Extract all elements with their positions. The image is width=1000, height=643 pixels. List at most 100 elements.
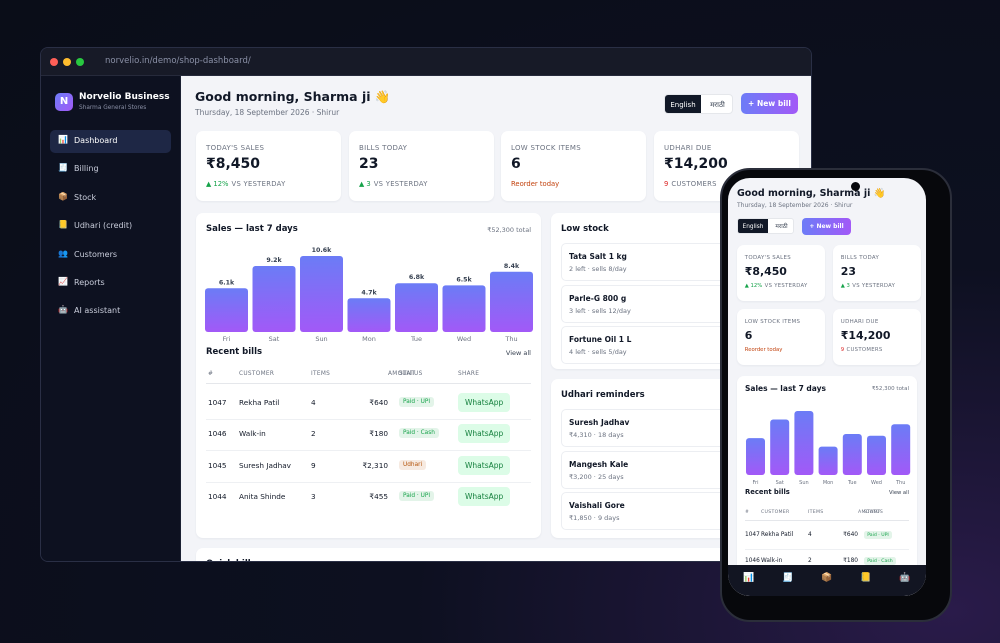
bar (746, 438, 765, 475)
item-detail: ₹4,310 · 18 days (569, 431, 624, 439)
brand-logo: N (55, 93, 73, 111)
x-tick-label: Mon (362, 335, 376, 343)
column-header: # (745, 510, 750, 515)
nav-icon: 🧾 (58, 163, 68, 173)
language-option[interactable]: English (665, 95, 701, 113)
nav-item[interactable]: 🤖 AI assistant (50, 300, 171, 323)
stat-card: LOW STOCK ITEMS 6 Reorder today (501, 131, 646, 201)
nav-label: Stock (74, 192, 97, 202)
nav-item[interactable]: 🧾 Billing (50, 158, 171, 181)
nav-label: Billing (74, 164, 99, 174)
nav-item[interactable]: 📊 Dashboard (50, 130, 171, 153)
bottom-nav: 📊 🧾 📦 📒 🤖 (728, 565, 926, 596)
date: Thursday, 18 September 2026 · Shirur (737, 202, 853, 209)
row-rule (206, 450, 531, 451)
column-header: AMOUNT (858, 510, 881, 515)
cell: ₹180 (369, 429, 388, 439)
bar-value-label: 8.4k (504, 263, 520, 270)
language-option[interactable]: मराठी (775, 224, 788, 230)
stat-highlight: ▲ 12% VS YESTERDAY (744, 283, 808, 290)
new-bill-button[interactable]: + New bill (802, 218, 851, 235)
sales-card: Sales — last 7 days ₹52,300 total 6.1k Fri 9… (196, 213, 541, 538)
cell: 4 (311, 397, 316, 407)
status-badge: Paid · Cash (864, 557, 896, 566)
window-dot (76, 58, 84, 66)
bottom-nav-icon[interactable]: 📊 (743, 573, 755, 583)
row-rule (745, 548, 909, 550)
language-option[interactable]: English (738, 219, 768, 233)
stat-value: 6 (744, 328, 753, 342)
nav-item[interactable]: 📒 Udhari (credit) (50, 215, 171, 238)
item-name: Parle-G 800 g (569, 293, 627, 303)
nav-item[interactable]: 📦 Stock (50, 187, 171, 210)
view-all-link[interactable]: View all (505, 349, 531, 357)
stat-note: CUSTOMERS (671, 180, 717, 188)
whatsapp-button[interactable]: WhatsApp (458, 455, 511, 475)
bottom-nav-icon[interactable]: 📦 (821, 573, 833, 583)
list-item: Parle-G 800 g 3 left · sells 12/day (561, 284, 798, 323)
bar (794, 411, 814, 475)
x-tick-label: Fri (753, 480, 759, 486)
view-all-link[interactable]: View all (888, 490, 909, 496)
nav-item[interactable]: 📈 Reports (50, 272, 171, 295)
cell: 2 (808, 557, 812, 564)
nav-icon: 📒 (58, 220, 68, 230)
cell: ₹2,310 (362, 460, 388, 470)
sales-card: Sales — last 7 days ₹52,300 total Fri Sat Su… (737, 376, 917, 596)
stat-highlight: 9 CUSTOMERS (664, 180, 717, 188)
column-header: SHARE (458, 371, 480, 377)
stat-highlight: ▲ 12% VS YESTERDAY (206, 180, 286, 188)
item-name: Suresh Jadhav (569, 418, 630, 427)
bottom-nav-icon[interactable]: 🧾 (782, 573, 794, 583)
title-bar: norvelio.in/demo/shop-dashboard/ (41, 48, 811, 76)
item-name: Mangesh Kale (569, 459, 629, 469)
column-header: STATUS (864, 510, 884, 515)
bottom-nav-icon[interactable]: 📒 (860, 573, 872, 583)
stat-note: CUSTOMERS (846, 347, 883, 354)
date: Thursday, 18 September 2026 · Shirur (195, 108, 340, 117)
language-toggle: English मराठी (737, 218, 794, 234)
x-tick-label: Sun (799, 480, 809, 486)
table-rule (745, 519, 909, 521)
cell: ₹640 (369, 397, 388, 407)
table-rule (206, 383, 531, 384)
x-tick-label: Sat (269, 335, 280, 343)
x-tick-label: Wed (457, 335, 471, 343)
stat-card: TODAY'S SALES ₹8,450 ▲ 12% VS YESTERDAY (196, 131, 341, 201)
chart-title: Sales — last 7 days (745, 384, 826, 393)
bar (442, 285, 486, 332)
column-header: CUSTOMER (239, 371, 275, 377)
stat-highlight: Reorder today (744, 347, 783, 354)
status-badge: Paid · Cash (399, 428, 439, 439)
stat-note: VS YESTERDAY (373, 180, 428, 188)
camera (851, 182, 860, 191)
stat-highlight: ▲ 3 VS YESTERDAY (840, 283, 896, 290)
nav-label: Dashboard (74, 136, 118, 145)
bar (818, 446, 838, 475)
whatsapp-button[interactable]: WhatsApp (458, 424, 511, 444)
stat-value: 6 (511, 156, 521, 172)
cell: Walk-in (239, 429, 266, 439)
item-detail: 3 left · sells 12/day (569, 306, 631, 315)
bar (205, 288, 248, 332)
language-option[interactable]: मराठी (710, 101, 725, 109)
stat-label: UDHARI DUE (664, 144, 712, 152)
cell: 2 (311, 429, 316, 439)
whatsapp-button[interactable]: WhatsApp (458, 392, 511, 412)
shop-name: Sharma General Stores (79, 105, 147, 111)
bar-value-label: 4.7k (361, 289, 377, 296)
new-bill-button[interactable]: + New bill (741, 93, 798, 114)
window-dot (63, 58, 71, 66)
whatsapp-button[interactable]: WhatsApp (458, 487, 511, 507)
bottom-nav-icon[interactable]: 🤖 (899, 573, 911, 583)
stat-label: BILLS TODAY (840, 255, 880, 262)
bar (347, 298, 391, 332)
stat-value: ₹14,200 (840, 328, 891, 342)
cell: ₹455 (369, 492, 388, 502)
stat-label: BILLS TODAY (359, 144, 408, 152)
stat-value: 23 (359, 156, 379, 172)
nav-item[interactable]: 👥 Customers (50, 244, 171, 267)
stat-value: ₹8,450 (206, 156, 261, 172)
